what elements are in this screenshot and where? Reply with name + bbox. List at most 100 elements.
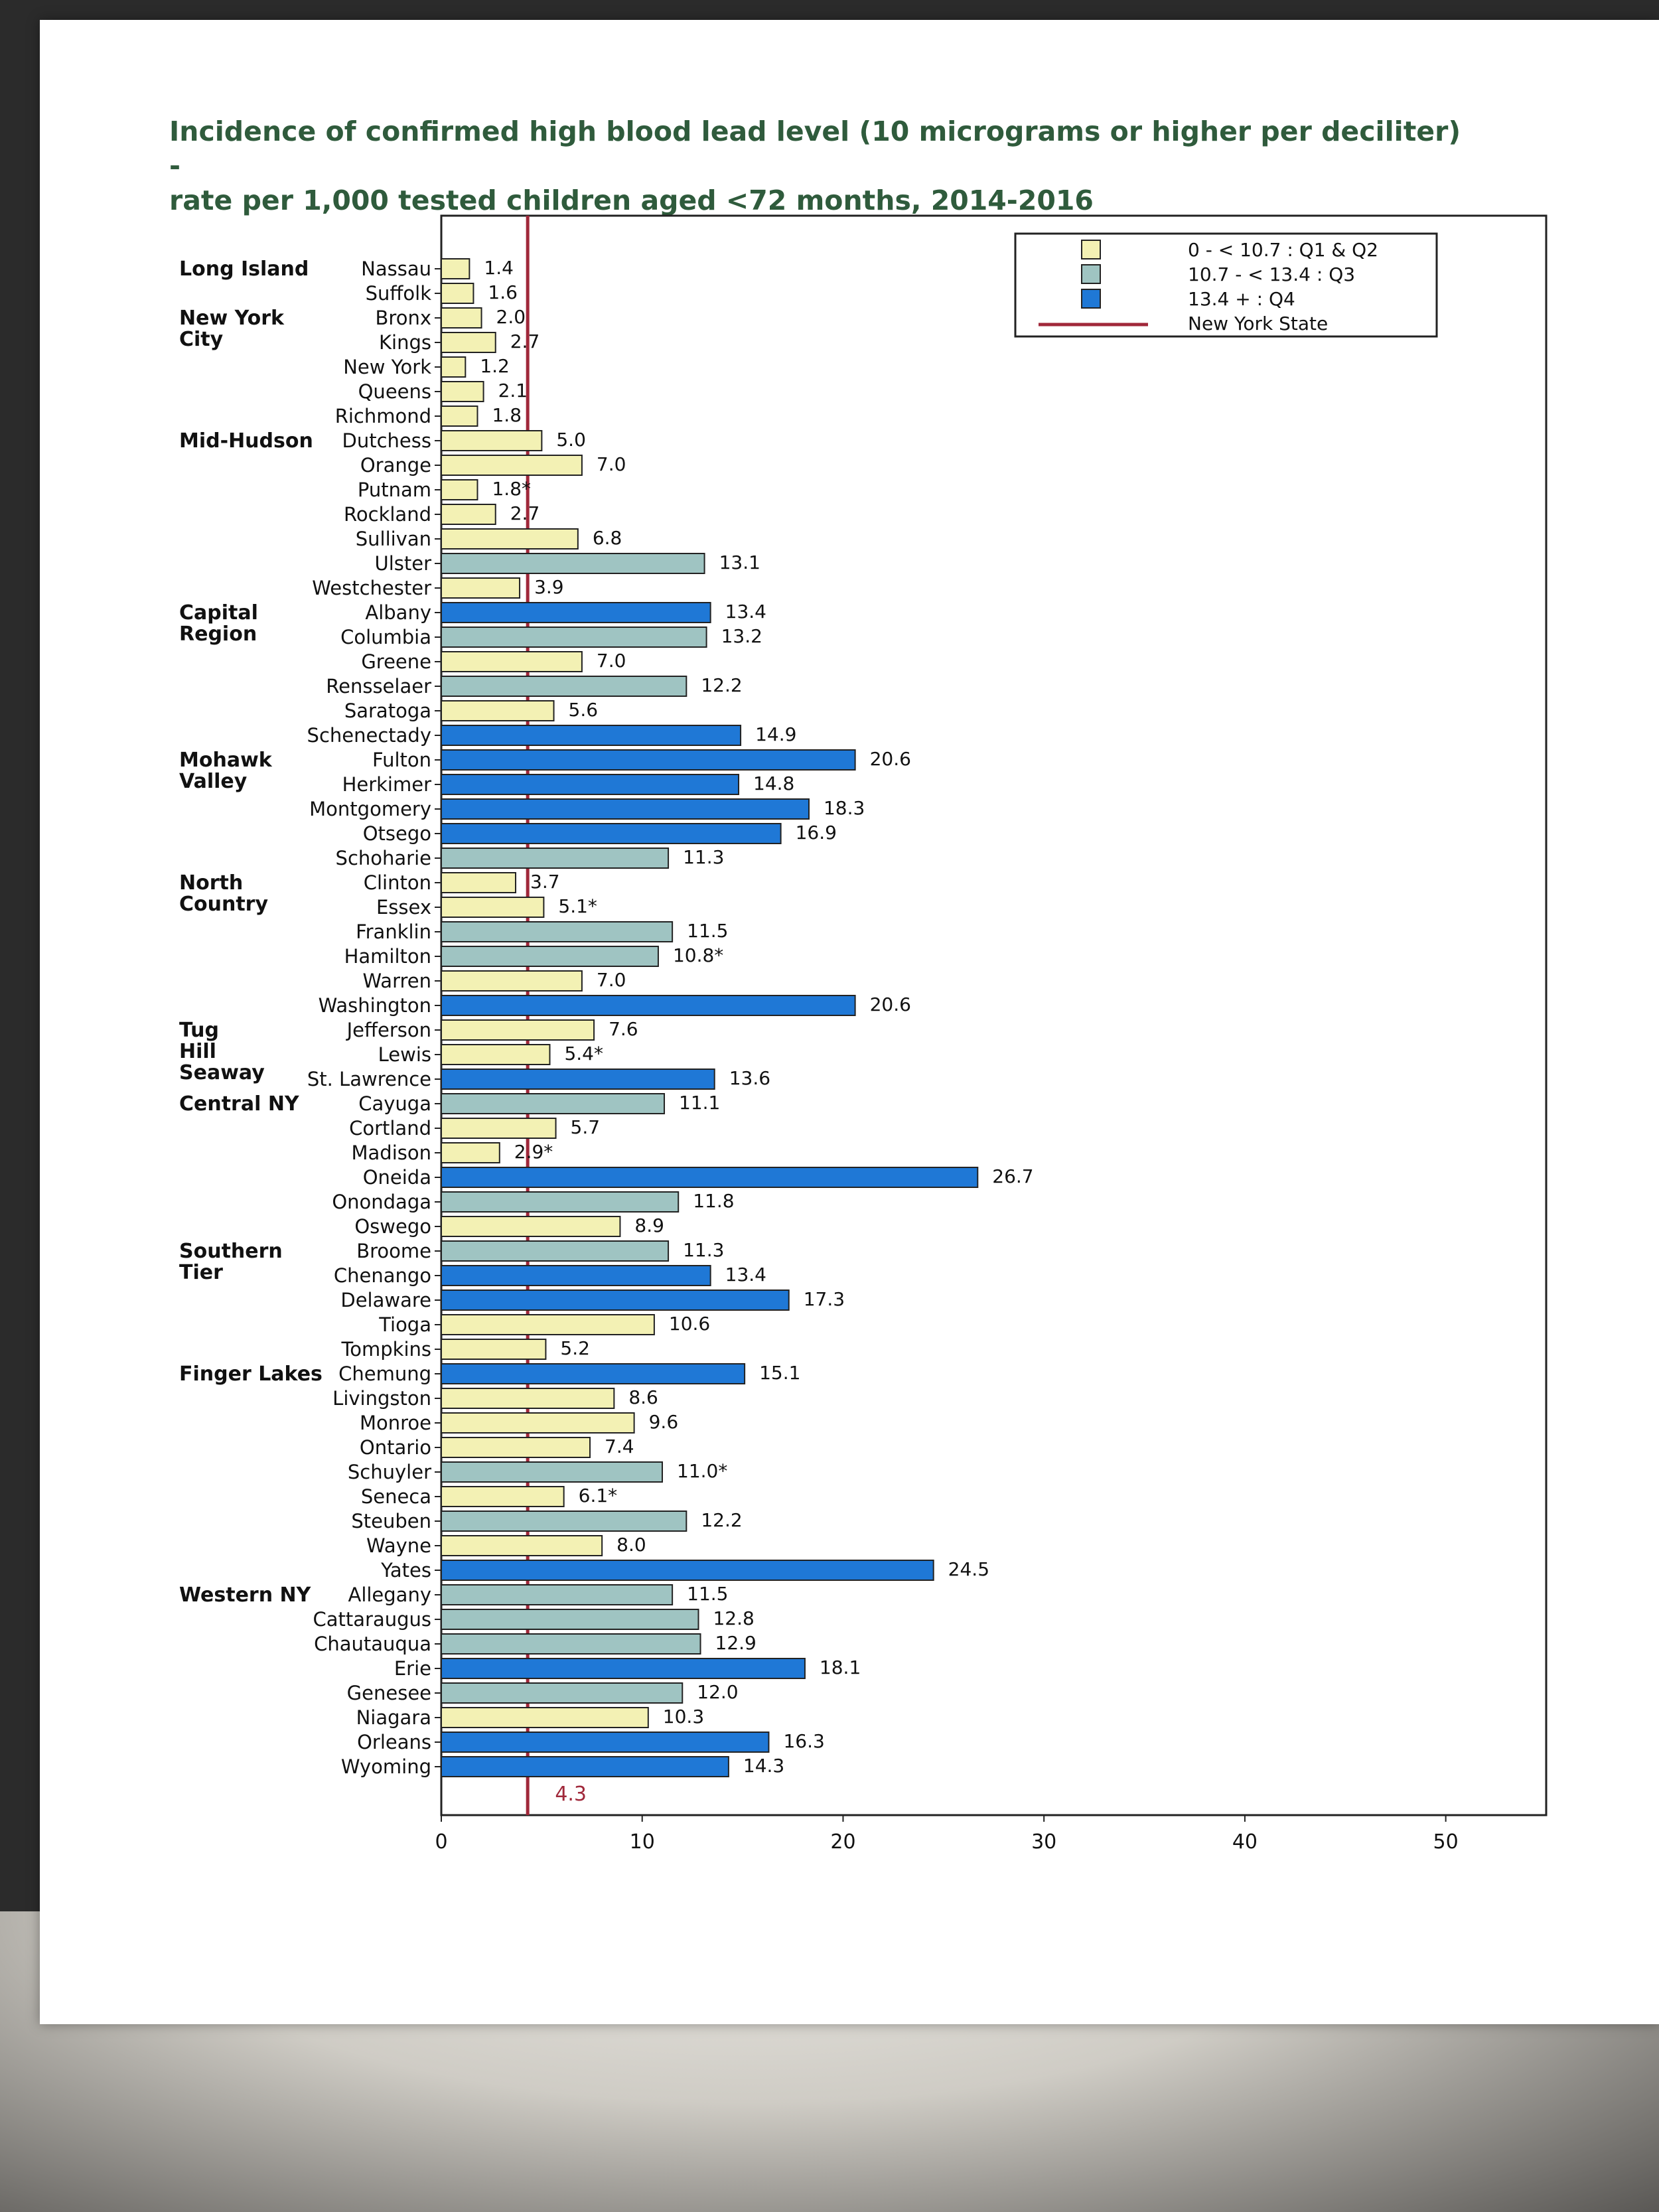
bar-madison	[441, 1142, 500, 1163]
county-label: Albany	[365, 601, 431, 624]
value-label: 16.3	[783, 1730, 824, 1752]
value-label: 5.7	[571, 1116, 601, 1138]
labels: Nassau 1.4 Long Island Suffolk 1.6 Bronx 2.0 Ne…	[179, 257, 1034, 1806]
bar-columbia	[441, 627, 707, 648]
value-label: 7.4	[605, 1436, 634, 1457]
bar-kings	[441, 332, 496, 353]
county-label: Schenectady	[307, 724, 431, 747]
value-label: 11.1	[679, 1092, 720, 1114]
region-label: Country	[179, 893, 268, 916]
county-label: Chautauqua	[314, 1633, 431, 1655]
county-label: Jefferson	[346, 1019, 431, 1041]
value-label: 18.3	[824, 797, 865, 819]
bar-schoharie	[441, 848, 670, 869]
county-label: Richmond	[335, 405, 431, 427]
x-tick-label: 0	[435, 1830, 447, 1854]
value-label: 3.9	[534, 576, 564, 598]
x-tick-label: 20	[830, 1830, 855, 1854]
county-label: Steuben	[351, 1510, 431, 1532]
value-label: 11.3	[683, 846, 724, 868]
value-label: 1.8	[492, 404, 522, 426]
legend-swatch	[1081, 264, 1101, 284]
bar-tompkins	[441, 1339, 547, 1360]
bar-rockland	[441, 504, 496, 525]
bar-sullivan	[441, 528, 579, 550]
value-label: 5.0	[556, 429, 586, 451]
bars	[441, 258, 979, 1777]
county-label: Seneca	[361, 1485, 431, 1508]
region-label: Valley	[179, 770, 248, 793]
county-label: Warren	[362, 970, 431, 992]
county-label: Fulton	[372, 749, 431, 771]
value-label: 15.1	[759, 1362, 800, 1384]
value-label: 5.4*	[564, 1043, 603, 1065]
value-label: 12.8	[713, 1607, 754, 1629]
value-label: 1.4	[484, 257, 514, 279]
county-label: Orleans	[357, 1731, 431, 1753]
county-label: Suffolk	[366, 282, 432, 305]
region-label: Mid-Hudson	[179, 429, 313, 453]
bar-essex	[441, 897, 545, 918]
bar-orange	[441, 455, 583, 476]
region-label: Finger Lakes	[179, 1363, 323, 1386]
bar-cayuga	[441, 1093, 666, 1114]
bar-seneca	[441, 1486, 565, 1507]
value-label: 14.3	[743, 1755, 784, 1777]
bar-franklin	[441, 921, 674, 942]
value-label: 2.9*	[514, 1141, 553, 1163]
region-label: New York	[179, 307, 285, 330]
value-label: 13.2	[721, 625, 762, 647]
bar-otsego	[441, 823, 782, 844]
region-label: Central NY	[179, 1092, 300, 1116]
county-label: Lewis	[378, 1043, 431, 1066]
county-label: Oswego	[354, 1215, 431, 1238]
county-label: Cattaraugus	[313, 1608, 431, 1631]
bar-genesee	[441, 1682, 684, 1704]
state-reference-label: 4.3	[555, 1783, 587, 1806]
value-label: 1.2	[480, 355, 510, 377]
value-label: 13.4	[725, 1264, 766, 1286]
county-label: Ulster	[374, 552, 431, 575]
value-label: 18.1	[820, 1657, 861, 1678]
region-label: Region	[179, 623, 257, 646]
value-label: 13.1	[719, 552, 760, 573]
value-label: 14.9	[755, 723, 796, 745]
region-label: Long Island	[179, 258, 309, 281]
county-label: St. Lawrence	[307, 1068, 431, 1090]
county-label: Delaware	[340, 1289, 431, 1311]
region-label: Tier	[179, 1261, 223, 1284]
county-label: Onondaga	[332, 1191, 431, 1213]
bar-schenectady	[441, 725, 742, 746]
bar-erie	[441, 1658, 806, 1679]
county-label: Tioga	[378, 1313, 431, 1336]
bar-rensselaer	[441, 676, 687, 697]
bar-ontario	[441, 1437, 591, 1458]
bar-delaware	[441, 1290, 790, 1311]
bar-yates	[441, 1560, 934, 1581]
bar-steuben	[441, 1511, 687, 1532]
value-label: 2.7	[510, 502, 540, 524]
region-label: Western NY	[179, 1584, 312, 1607]
county-label: Putnam	[358, 479, 431, 501]
region-label: Southern	[179, 1240, 283, 1263]
county-label: Wyoming	[341, 1755, 431, 1778]
value-label: 7.0	[597, 453, 626, 475]
bar-orleans	[441, 1732, 770, 1753]
county-label: Erie	[394, 1657, 431, 1680]
value-label: 13.4	[725, 601, 766, 623]
value-label: 14.8	[753, 773, 794, 794]
county-label: Schoharie	[336, 847, 431, 869]
county-label: Washington	[319, 994, 431, 1017]
county-label: Cayuga	[358, 1092, 431, 1115]
county-label: Rockland	[344, 503, 431, 526]
bar-herkimer	[441, 774, 740, 795]
value-label: 7.0	[597, 650, 626, 672]
value-label: 2.1	[498, 380, 528, 402]
county-label: Genesee	[347, 1682, 431, 1704]
value-label: 20.6	[870, 748, 911, 770]
county-label: Kings	[379, 331, 431, 354]
value-label: 8.9	[634, 1215, 664, 1236]
bar-westchester	[441, 577, 521, 599]
bar-dutchess	[441, 430, 543, 451]
